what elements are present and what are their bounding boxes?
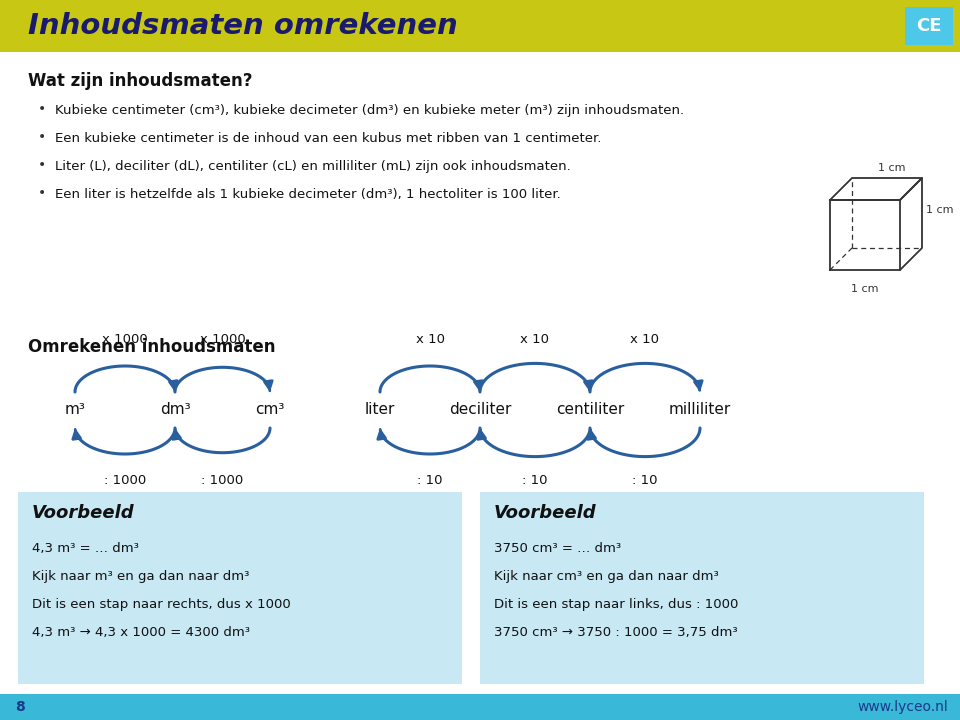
Text: •: • xyxy=(38,130,46,144)
Text: www.lyceo.nl: www.lyceo.nl xyxy=(857,700,948,714)
Text: x 10: x 10 xyxy=(416,333,444,346)
Text: •: • xyxy=(38,158,46,172)
Text: •: • xyxy=(38,102,46,116)
Text: : 10: : 10 xyxy=(633,474,658,487)
Text: Een liter is hetzelfde als 1 kubieke decimeter (dm³), 1 hectoliter is 100 liter.: Een liter is hetzelfde als 1 kubieke dec… xyxy=(55,188,561,201)
Text: : 10: : 10 xyxy=(418,474,443,487)
Text: •: • xyxy=(38,186,46,200)
Text: milliliter: milliliter xyxy=(669,402,732,418)
Text: Kubieke centimeter (cm³), kubieke decimeter (dm³) en kubieke meter (m³) zijn inh: Kubieke centimeter (cm³), kubieke decime… xyxy=(55,104,684,117)
Bar xyxy=(18,492,462,684)
Text: Inhoudsmaten omrekenen: Inhoudsmaten omrekenen xyxy=(28,12,458,40)
Text: 8: 8 xyxy=(15,700,25,714)
Text: x 10: x 10 xyxy=(631,333,660,346)
Text: : 1000: : 1000 xyxy=(202,474,244,487)
Text: deciliter: deciliter xyxy=(449,402,511,418)
Text: x 1000: x 1000 xyxy=(200,333,246,346)
Text: 4,3 m³ = … dm³: 4,3 m³ = … dm³ xyxy=(32,542,139,555)
Bar xyxy=(480,492,924,684)
Bar xyxy=(0,0,960,52)
Text: Kijk naar m³ en ga dan naar dm³: Kijk naar m³ en ga dan naar dm³ xyxy=(32,570,250,583)
Text: Voorbeeld: Voorbeeld xyxy=(494,504,596,522)
Bar xyxy=(0,694,960,720)
Text: : 10: : 10 xyxy=(522,474,548,487)
Text: liter: liter xyxy=(365,402,396,418)
Text: 4,3 m³ → 4,3 x 1000 = 4300 dm³: 4,3 m³ → 4,3 x 1000 = 4300 dm³ xyxy=(32,626,250,639)
Text: Dit is een stap naar links, dus : 1000: Dit is een stap naar links, dus : 1000 xyxy=(494,598,738,611)
Text: Een kubieke centimeter is de inhoud van een kubus met ribben van 1 centimeter.: Een kubieke centimeter is de inhoud van … xyxy=(55,132,601,145)
Text: Kijk naar cm³ en ga dan naar dm³: Kijk naar cm³ en ga dan naar dm³ xyxy=(494,570,719,583)
Text: dm³: dm³ xyxy=(159,402,190,418)
Text: cm³: cm³ xyxy=(255,402,285,418)
Text: Wat zijn inhoudsmaten?: Wat zijn inhoudsmaten? xyxy=(28,72,252,90)
Text: Liter (L), deciliter (dL), centiliter (cL) en milliliter (mL) zijn ook inhoudsma: Liter (L), deciliter (dL), centiliter (c… xyxy=(55,160,571,173)
Text: Dit is een stap naar rechts, dus x 1000: Dit is een stap naar rechts, dus x 1000 xyxy=(32,598,291,611)
Text: 1 cm: 1 cm xyxy=(926,205,953,215)
Text: x 10: x 10 xyxy=(520,333,549,346)
Text: CE: CE xyxy=(916,17,942,35)
Text: 1 cm: 1 cm xyxy=(878,163,905,173)
Text: m³: m³ xyxy=(64,402,85,418)
Text: : 1000: : 1000 xyxy=(104,474,146,487)
Bar xyxy=(905,7,953,45)
Text: Voorbeeld: Voorbeeld xyxy=(32,504,134,522)
Text: x 1000: x 1000 xyxy=(102,333,148,346)
Text: 3750 cm³ → 3750 : 1000 = 3,75 dm³: 3750 cm³ → 3750 : 1000 = 3,75 dm³ xyxy=(494,626,737,639)
Text: 3750 cm³ = … dm³: 3750 cm³ = … dm³ xyxy=(494,542,621,555)
Text: 1 cm: 1 cm xyxy=(852,284,878,294)
Text: Omrekenen inhoudsmaten: Omrekenen inhoudsmaten xyxy=(28,338,276,356)
Text: centiliter: centiliter xyxy=(556,402,624,418)
